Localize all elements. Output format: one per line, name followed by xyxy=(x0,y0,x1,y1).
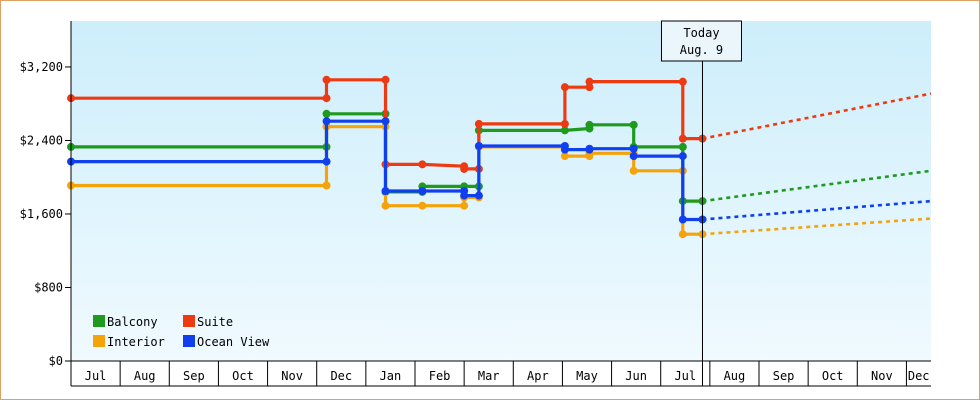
data-point xyxy=(629,166,638,175)
legend-swatch xyxy=(93,335,105,347)
month-label: Sep xyxy=(183,369,205,383)
month-label: Aug xyxy=(724,369,746,383)
today-marker: Today Aug. 9 xyxy=(660,20,742,386)
data-point xyxy=(381,187,390,195)
data-point xyxy=(560,119,569,128)
data-point xyxy=(629,120,638,129)
today-callout-box xyxy=(660,20,742,62)
data-point xyxy=(322,181,331,190)
y-tick-label: $1,600 xyxy=(20,207,63,221)
data-point xyxy=(381,201,390,210)
data-point xyxy=(322,109,331,118)
data-point xyxy=(460,201,469,210)
legend: Balcony Suite Interior Ocean View xyxy=(93,315,270,349)
legend-swatch xyxy=(183,335,195,347)
data-point xyxy=(322,94,331,103)
axes-layer: $0 $800 $1,600 $2,400 $3,200 Jul Aug Sep Oct Nov D… xyxy=(20,21,931,387)
forecast-line-ocean-view xyxy=(702,199,932,221)
y-tick-label: $0 xyxy=(49,354,63,368)
month-label: Oct xyxy=(822,369,844,383)
month-label: Nov xyxy=(281,369,303,383)
data-point xyxy=(381,117,390,126)
month-label: Apr xyxy=(527,369,549,383)
month-label: Jun xyxy=(625,369,647,383)
month-label: Sep xyxy=(773,369,795,383)
data-point xyxy=(678,77,687,86)
forecast-line-balcony xyxy=(702,169,932,203)
data-point xyxy=(322,157,331,166)
month-label: Jul xyxy=(85,369,107,383)
data-point xyxy=(474,141,483,150)
y-tick-label: $2,400 xyxy=(20,133,63,147)
data-point xyxy=(678,152,687,161)
data-point xyxy=(560,83,569,92)
legend-label: Ocean View xyxy=(197,335,270,349)
month-label: Feb xyxy=(429,369,451,383)
data-point xyxy=(560,152,569,161)
data-point xyxy=(629,152,638,161)
forecast-line-interior xyxy=(702,217,932,236)
data-point xyxy=(560,145,569,154)
legend-label: Balcony xyxy=(107,315,158,329)
data-point xyxy=(678,134,687,143)
data-point xyxy=(585,83,594,92)
data-point xyxy=(585,120,594,129)
data-point xyxy=(585,77,594,86)
month-label: Dec xyxy=(908,369,930,383)
legend-swatch xyxy=(93,315,105,327)
forecast-line-suite xyxy=(702,92,932,140)
data-point xyxy=(418,201,427,210)
y-tick-label: $800 xyxy=(34,280,63,294)
data-point xyxy=(474,119,483,128)
today-date: Aug. 9 xyxy=(680,43,723,57)
data-point xyxy=(678,142,687,151)
data-point xyxy=(629,144,638,153)
today-label: Today xyxy=(683,26,719,40)
month-label: Nov xyxy=(871,369,893,383)
y-tick-label: $3,200 xyxy=(20,60,63,74)
data-point xyxy=(678,230,687,239)
month-label: Mar xyxy=(478,369,500,383)
series-layer xyxy=(67,75,932,239)
month-label: Aug xyxy=(134,369,156,383)
data-point xyxy=(418,187,427,195)
data-point xyxy=(381,75,390,84)
data-point xyxy=(474,191,483,200)
data-point xyxy=(322,117,331,126)
legend-label: Suite xyxy=(197,315,233,329)
data-point xyxy=(322,75,331,84)
plot-background xyxy=(71,21,931,361)
data-point xyxy=(418,160,427,169)
month-label: Jan xyxy=(380,369,402,383)
data-point xyxy=(560,126,569,135)
data-point xyxy=(460,191,469,200)
data-point xyxy=(678,215,687,224)
data-point xyxy=(460,164,469,173)
legend-label: Interior xyxy=(107,335,165,349)
month-label: Oct xyxy=(232,369,254,383)
month-label: May xyxy=(576,369,598,383)
legend-swatch xyxy=(183,315,195,327)
month-label: Dec xyxy=(330,369,352,383)
month-label: Jul xyxy=(674,369,696,383)
data-point xyxy=(585,144,594,153)
